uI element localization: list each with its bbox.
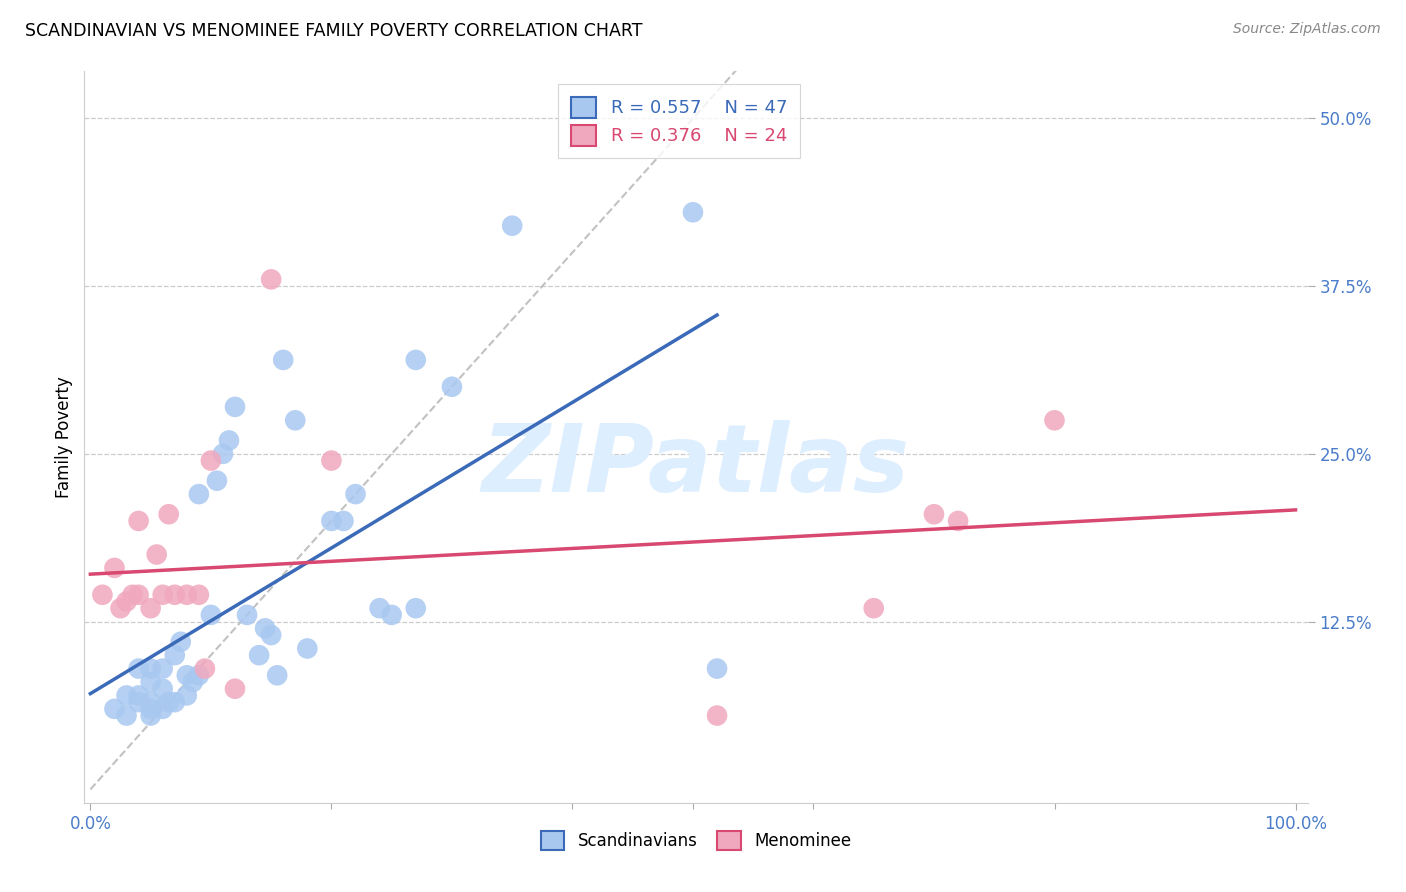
Point xyxy=(297,641,319,656)
Point xyxy=(187,668,209,682)
Point xyxy=(139,662,162,676)
Point xyxy=(128,695,150,709)
Point xyxy=(200,453,222,467)
Point xyxy=(247,648,270,662)
Point xyxy=(254,621,277,635)
Point xyxy=(236,607,259,622)
Point xyxy=(163,695,186,709)
Point xyxy=(682,205,704,219)
Point xyxy=(200,607,222,622)
Point xyxy=(152,702,174,716)
Point xyxy=(1043,413,1066,427)
Point xyxy=(224,400,246,414)
Point xyxy=(176,668,198,682)
Point xyxy=(205,474,228,488)
Point xyxy=(176,689,198,703)
Point xyxy=(405,601,427,615)
Point xyxy=(139,601,162,615)
Point xyxy=(212,447,235,461)
Point xyxy=(181,675,204,690)
Point xyxy=(157,508,180,522)
Point xyxy=(163,648,186,662)
Point xyxy=(405,352,427,367)
Point xyxy=(440,380,463,394)
Point xyxy=(862,601,884,615)
Point xyxy=(368,601,391,615)
Point xyxy=(187,487,209,501)
Point xyxy=(321,453,343,467)
Point xyxy=(128,588,150,602)
Point xyxy=(344,487,367,501)
Point xyxy=(332,514,354,528)
Point xyxy=(128,662,150,676)
Point xyxy=(194,662,217,676)
Point xyxy=(128,514,150,528)
Point xyxy=(260,628,283,642)
Point xyxy=(501,219,523,233)
Text: Source: ZipAtlas.com: Source: ZipAtlas.com xyxy=(1233,22,1381,37)
Point xyxy=(139,708,162,723)
Point xyxy=(224,681,246,696)
Point xyxy=(152,662,174,676)
Point xyxy=(284,413,307,427)
Point xyxy=(706,708,728,723)
Point xyxy=(91,588,114,602)
Point xyxy=(128,689,150,703)
Point xyxy=(163,588,186,602)
Point xyxy=(157,695,180,709)
Point xyxy=(271,352,294,367)
Point xyxy=(321,514,343,528)
Point xyxy=(145,548,167,562)
Point xyxy=(946,514,969,528)
Point xyxy=(187,588,209,602)
Point xyxy=(152,588,174,602)
Point xyxy=(103,702,125,716)
Point xyxy=(139,675,162,690)
Point xyxy=(922,508,945,522)
Point xyxy=(115,689,138,703)
Point xyxy=(115,708,138,723)
Point xyxy=(152,681,174,696)
Text: SCANDINAVIAN VS MENOMINEE FAMILY POVERTY CORRELATION CHART: SCANDINAVIAN VS MENOMINEE FAMILY POVERTY… xyxy=(25,22,643,40)
Text: ZIPatlas: ZIPatlas xyxy=(482,420,910,512)
Point xyxy=(706,662,728,676)
Point xyxy=(139,695,162,709)
Y-axis label: Family Poverty: Family Poverty xyxy=(55,376,73,498)
Point xyxy=(103,561,125,575)
Point xyxy=(176,588,198,602)
Point xyxy=(218,434,240,448)
Point xyxy=(260,272,283,286)
Legend: Scandinavians, Menominee: Scandinavians, Menominee xyxy=(534,824,858,856)
Point xyxy=(170,634,193,648)
Point xyxy=(121,588,143,602)
Point xyxy=(110,601,132,615)
Point xyxy=(115,594,138,608)
Point xyxy=(381,607,404,622)
Point xyxy=(266,668,288,682)
Point xyxy=(139,702,162,716)
